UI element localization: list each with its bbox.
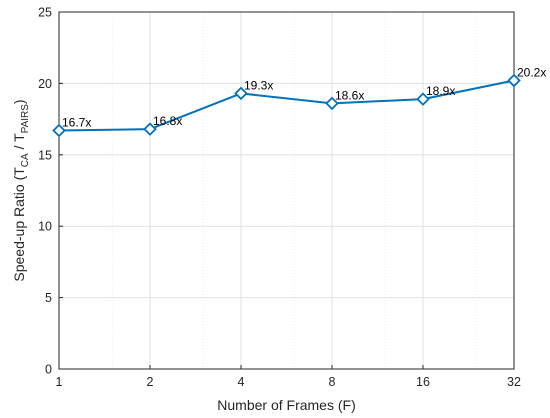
x-tick-label: 16 [416, 375, 430, 389]
data-label: 20.2x [517, 66, 546, 80]
x-tick-label: 4 [238, 375, 245, 389]
y-axis-label-suffix: ) [11, 99, 27, 104]
y-tick-label: 15 [38, 148, 52, 162]
data-label: 16.8x [153, 114, 182, 128]
y-tick-label: 20 [38, 77, 52, 91]
y-axis-label: Speed-up Ratio (TCA / TPAIRS) [11, 99, 31, 281]
data-point [507, 73, 521, 88]
series-line [58, 79, 515, 132]
minor-grid [111, 12, 477, 369]
x-tick-label: 2 [147, 375, 154, 389]
x-axis-label: Number of Frames (F) [217, 397, 355, 413]
data-label: 18.9x [426, 84, 455, 98]
x-tick-labels: 1 2 4 8 16 32 [56, 375, 521, 389]
y-tick-label: 25 [38, 6, 52, 20]
plot-area [59, 12, 514, 369]
series-group [52, 73, 521, 138]
y-axis-label-middle: / T [11, 133, 27, 153]
y-tick-label: 10 [38, 220, 52, 234]
axes-box [58, 11, 515, 370]
y-tick-labels: 0 5 10 15 20 25 [38, 6, 52, 377]
data-label: 19.3x [244, 78, 273, 92]
axis-ticks [58, 11, 515, 370]
data-point [416, 92, 430, 106]
y-axis-label-sub-pairs: PAIRS [20, 104, 31, 134]
data-labels: 16.7x 16.8x 19.3x 18.6x 18.9x 20.2x [62, 66, 546, 130]
x-tick-label: 32 [507, 375, 521, 389]
y-tick-label: 0 [45, 363, 52, 377]
data-point [52, 123, 66, 138]
data-label: 16.7x [62, 116, 91, 130]
data-point [143, 122, 157, 136]
data-point [325, 96, 339, 111]
y-tick-label: 5 [45, 291, 52, 305]
y-axis-label-sub-ca: CA [20, 153, 31, 167]
data-label: 18.6x [335, 88, 364, 102]
x-tick-label: 1 [56, 375, 63, 389]
data-point [234, 86, 248, 101]
x-tick-label: 8 [329, 375, 336, 389]
y-axis-label-prefix: Speed-up Ratio (T [11, 167, 27, 282]
